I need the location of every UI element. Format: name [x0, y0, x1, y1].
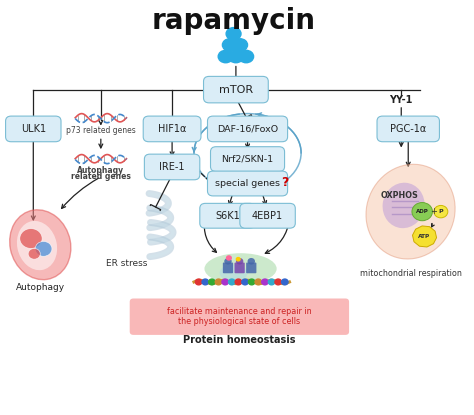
Circle shape [412, 203, 432, 221]
Circle shape [236, 258, 243, 265]
Text: +: + [430, 207, 438, 216]
Circle shape [209, 279, 215, 285]
Circle shape [28, 249, 40, 259]
Circle shape [275, 279, 282, 285]
Text: related genes: related genes [71, 172, 131, 181]
Ellipse shape [228, 50, 243, 63]
FancyBboxPatch shape [200, 203, 255, 228]
Text: ATP: ATP [419, 234, 431, 239]
FancyBboxPatch shape [210, 146, 284, 171]
Text: P: P [438, 209, 443, 214]
Text: rapamycin: rapamycin [152, 7, 316, 35]
Text: Nrf2/SKN-1: Nrf2/SKN-1 [221, 155, 273, 164]
FancyBboxPatch shape [203, 76, 268, 103]
Circle shape [215, 279, 222, 285]
FancyBboxPatch shape [145, 154, 200, 180]
Circle shape [20, 229, 42, 249]
Text: special genes: special genes [215, 179, 280, 188]
Circle shape [35, 242, 52, 256]
Circle shape [248, 279, 255, 285]
FancyBboxPatch shape [377, 116, 439, 142]
Text: Autophagy: Autophagy [77, 166, 124, 175]
FancyBboxPatch shape [130, 298, 349, 335]
Text: YY-1: YY-1 [390, 95, 413, 105]
Circle shape [227, 256, 231, 260]
Text: HIF1α: HIF1α [158, 124, 186, 134]
Text: facilitate maintenance and repair in
the physiological state of cells: facilitate maintenance and repair in the… [167, 307, 311, 326]
FancyBboxPatch shape [240, 203, 295, 228]
Circle shape [202, 279, 209, 285]
FancyBboxPatch shape [235, 263, 245, 273]
Text: ER stress: ER stress [106, 259, 147, 268]
Ellipse shape [366, 164, 455, 259]
Text: mTOR: mTOR [219, 85, 253, 95]
Text: DAF-16/FoxO: DAF-16/FoxO [217, 124, 278, 133]
Text: Protein homeostasis: Protein homeostasis [183, 335, 295, 345]
Circle shape [242, 279, 248, 285]
Circle shape [237, 258, 240, 261]
Circle shape [235, 279, 242, 285]
Ellipse shape [204, 253, 277, 284]
Text: ADP: ADP [416, 209, 428, 214]
FancyBboxPatch shape [143, 116, 201, 142]
Circle shape [262, 279, 268, 285]
Ellipse shape [17, 221, 57, 270]
FancyBboxPatch shape [246, 263, 256, 273]
FancyBboxPatch shape [208, 171, 288, 196]
Text: PGC-1α: PGC-1α [390, 124, 426, 134]
Circle shape [222, 279, 228, 285]
Text: ULK1: ULK1 [21, 124, 46, 134]
Ellipse shape [239, 50, 254, 63]
Text: IRE-1: IRE-1 [159, 162, 185, 172]
Ellipse shape [226, 27, 241, 40]
Text: S6K1: S6K1 [215, 211, 240, 221]
Circle shape [268, 279, 275, 285]
Circle shape [247, 258, 255, 265]
Ellipse shape [383, 183, 425, 228]
Ellipse shape [9, 210, 71, 280]
Ellipse shape [218, 50, 233, 63]
Text: OXPHOS: OXPHOS [381, 190, 419, 200]
Text: 4EBP1: 4EBP1 [252, 211, 283, 221]
Ellipse shape [222, 39, 237, 51]
Text: Autophagy: Autophagy [16, 283, 65, 292]
Circle shape [434, 205, 448, 218]
Ellipse shape [233, 39, 247, 51]
Circle shape [282, 279, 288, 285]
FancyBboxPatch shape [208, 116, 288, 142]
Text: ?: ? [281, 176, 289, 189]
FancyBboxPatch shape [6, 116, 61, 142]
Circle shape [224, 258, 232, 265]
Circle shape [255, 279, 262, 285]
FancyBboxPatch shape [223, 263, 233, 273]
Circle shape [228, 279, 235, 285]
Text: mitochondrial respiration: mitochondrial respiration [360, 269, 462, 278]
Circle shape [195, 279, 202, 285]
Ellipse shape [219, 265, 247, 281]
Text: p73 related genes: p73 related genes [66, 126, 136, 134]
